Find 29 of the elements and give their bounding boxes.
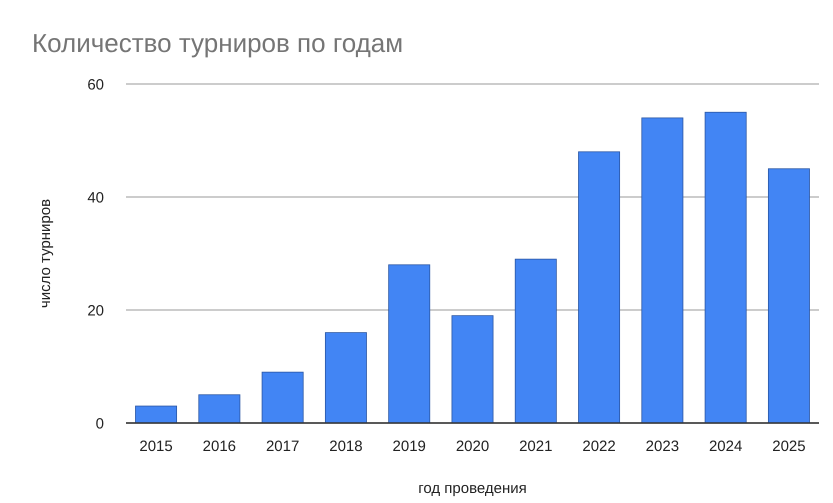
bar (704, 112, 747, 424)
y-tick-label: 40 (87, 189, 104, 206)
x-tick-label: 2019 (392, 438, 426, 455)
x-tick-label: 2015 (139, 438, 173, 455)
x-tick-label: 2024 (708, 438, 742, 455)
bar (324, 332, 367, 424)
y-tick-label: 60 (87, 76, 104, 94)
x-axis-title: год проведения (418, 480, 527, 497)
x-tick-label: 2017 (266, 438, 300, 455)
bar (198, 394, 240, 424)
x-tick-label: 2018 (329, 438, 363, 455)
bar (768, 168, 810, 424)
x-tick-label: 2023 (646, 438, 680, 455)
x-tick-label: 2022 (582, 438, 616, 455)
bar (388, 264, 430, 424)
bar (135, 406, 178, 424)
bar (641, 118, 684, 424)
x-tick-label: 2020 (456, 438, 490, 455)
bar (452, 315, 494, 424)
bar (262, 372, 304, 424)
y-axis-title: число турниров (37, 198, 54, 308)
bar (514, 258, 557, 424)
y-tick-label: 20 (87, 302, 104, 320)
chart-title: Количество турниров по годам (32, 28, 404, 58)
x-tick-label: 2016 (202, 438, 236, 455)
x-tick-label: 2021 (519, 438, 552, 455)
x-tick-label: 2025 (772, 438, 806, 455)
bar (578, 151, 620, 424)
y-tick-label: 0 (96, 415, 104, 432)
